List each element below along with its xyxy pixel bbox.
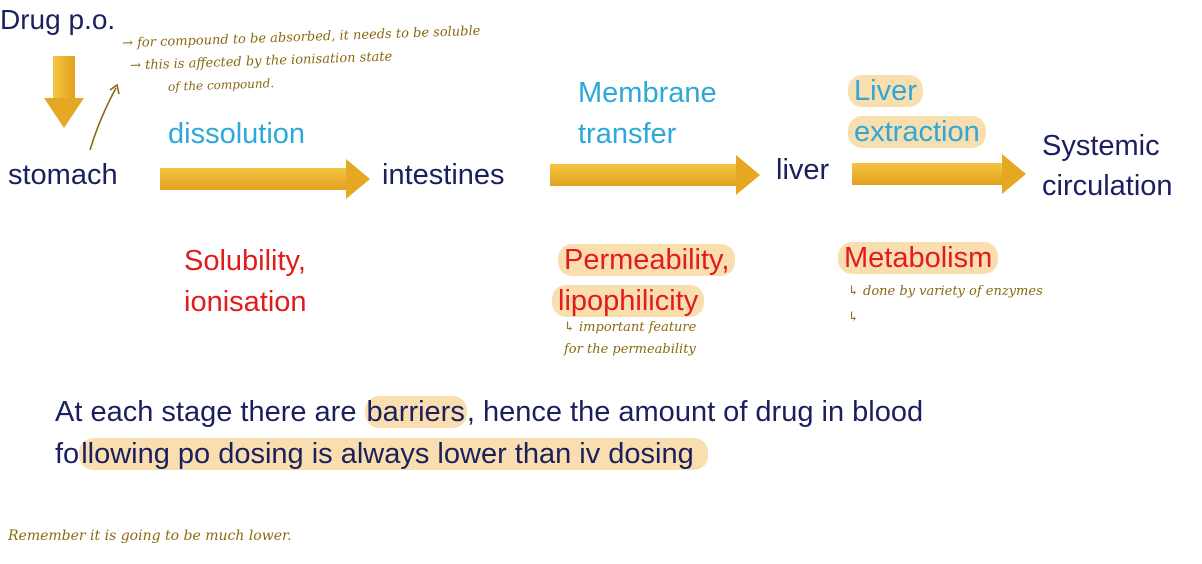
label-liver-extraction-line1: Liver bbox=[848, 75, 923, 108]
stage-systemic-line1: Systemic bbox=[1042, 130, 1160, 162]
label-membrane-line1: Membrane bbox=[578, 77, 717, 109]
factor-solubility-line2: ionisation bbox=[184, 286, 307, 318]
title: Drug p.o. bbox=[0, 4, 116, 35]
note-absorption-line2: → this is affected by the ionisation sta… bbox=[129, 49, 393, 74]
factor-permeability-line1: Permeability, bbox=[558, 244, 736, 277]
label-liver-extraction-line2: extraction bbox=[848, 116, 986, 149]
stage-liver: liver bbox=[776, 154, 830, 186]
stage-systemic-line2: circulation bbox=[1042, 170, 1173, 202]
conclusion-line1: At each stage there are barriers, hence … bbox=[55, 396, 924, 428]
note-metabolism: ↳ done by variety of enzymes bbox=[848, 284, 1043, 299]
note-absorption-line3: of the compound. bbox=[167, 76, 275, 94]
note-lipophilicity-line2: for the permeability bbox=[564, 342, 696, 357]
arrow-intestines-liver bbox=[550, 155, 760, 195]
note-lipophilicity-line1: ↳ important feature bbox=[564, 320, 697, 335]
conclusion-line2: following po dosing is always lower than… bbox=[55, 438, 708, 471]
factor-solubility-line1: Solubility, bbox=[184, 245, 306, 277]
label-membrane-line2: transfer bbox=[578, 118, 677, 150]
note-remember: Remember it is going to be much lower. bbox=[8, 528, 292, 544]
arrow-liver-systemic bbox=[852, 154, 1026, 194]
arrow-stomach-intestines bbox=[160, 159, 370, 199]
factor-metabolism: Metabolism bbox=[838, 242, 999, 275]
note-metabolism-2: ↳ bbox=[848, 310, 859, 325]
label-dissolution: dissolution bbox=[168, 118, 306, 150]
factor-permeability-line2: lipophilicity bbox=[552, 285, 705, 318]
down-arrowhead bbox=[44, 98, 84, 128]
annotation-pointer bbox=[89, 83, 120, 151]
down-arrow bbox=[53, 56, 75, 100]
stage-stomach: stomach bbox=[8, 159, 118, 191]
stage-intestines: intestines bbox=[382, 159, 505, 191]
note-absorption-line1: → for compound to be absorbed, it needs … bbox=[121, 23, 481, 52]
